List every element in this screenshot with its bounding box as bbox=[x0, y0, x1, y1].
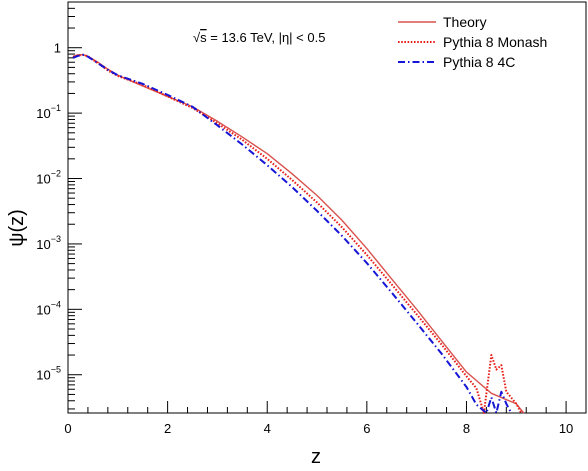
y-tick-label: 10−1 bbox=[36, 103, 61, 121]
x-tick-label: 4 bbox=[264, 421, 271, 436]
series-line-2 bbox=[73, 55, 521, 413]
y-axis-title: ψ(z) bbox=[6, 209, 28, 247]
y-tick-base: 10 bbox=[36, 302, 50, 317]
x-tick-label: 0 bbox=[64, 421, 71, 436]
y-tick-label: 10−2 bbox=[36, 169, 61, 187]
y-tick-exponent: −2 bbox=[51, 169, 61, 179]
x-tick-label: 6 bbox=[363, 421, 370, 436]
series-line-3 bbox=[73, 55, 511, 413]
y-tick-label: 10−4 bbox=[36, 299, 61, 317]
x-tick-labels: 0 2 4 6 8 10 bbox=[64, 421, 573, 436]
annotation-rest: = 13.6 TeV, |η| < 0.5 bbox=[207, 30, 326, 45]
y-tick-label: 10−3 bbox=[36, 234, 61, 252]
y-tick-label: 1 bbox=[54, 41, 61, 56]
energy-annotation: √s = 13.6 TeV, |η| < 0.5 bbox=[193, 30, 325, 45]
x-tick-label: 8 bbox=[463, 421, 470, 436]
y-tick-exponent: −5 bbox=[51, 365, 61, 375]
legend: Theory Pythia 8 Monash Pythia 8 4C bbox=[398, 14, 547, 70]
y-tick-base: 10 bbox=[36, 172, 50, 187]
legend-label-3: Pythia 8 4C bbox=[443, 54, 515, 70]
y-tick-exponent: −3 bbox=[51, 234, 61, 244]
y-tick-label: 10−5 bbox=[36, 365, 61, 383]
x-axis-title: z bbox=[311, 446, 321, 468]
y-tick-base: 10 bbox=[36, 106, 50, 121]
x-tick-label: 2 bbox=[164, 421, 171, 436]
y-tick-base: 10 bbox=[36, 368, 50, 383]
y-tick-base: 10 bbox=[36, 237, 50, 252]
x-tick-label: 10 bbox=[559, 421, 573, 436]
legend-label-2: Pythia 8 Monash bbox=[443, 34, 547, 50]
series-line-1 bbox=[73, 55, 524, 413]
series-lines bbox=[73, 55, 524, 413]
y-tick-exponent: −4 bbox=[51, 299, 61, 309]
y-tick-exponent: −1 bbox=[51, 103, 61, 113]
legend-label-1: Theory bbox=[443, 14, 487, 30]
y-tick-labels: 110−110−210−310−410−5 bbox=[36, 41, 61, 383]
